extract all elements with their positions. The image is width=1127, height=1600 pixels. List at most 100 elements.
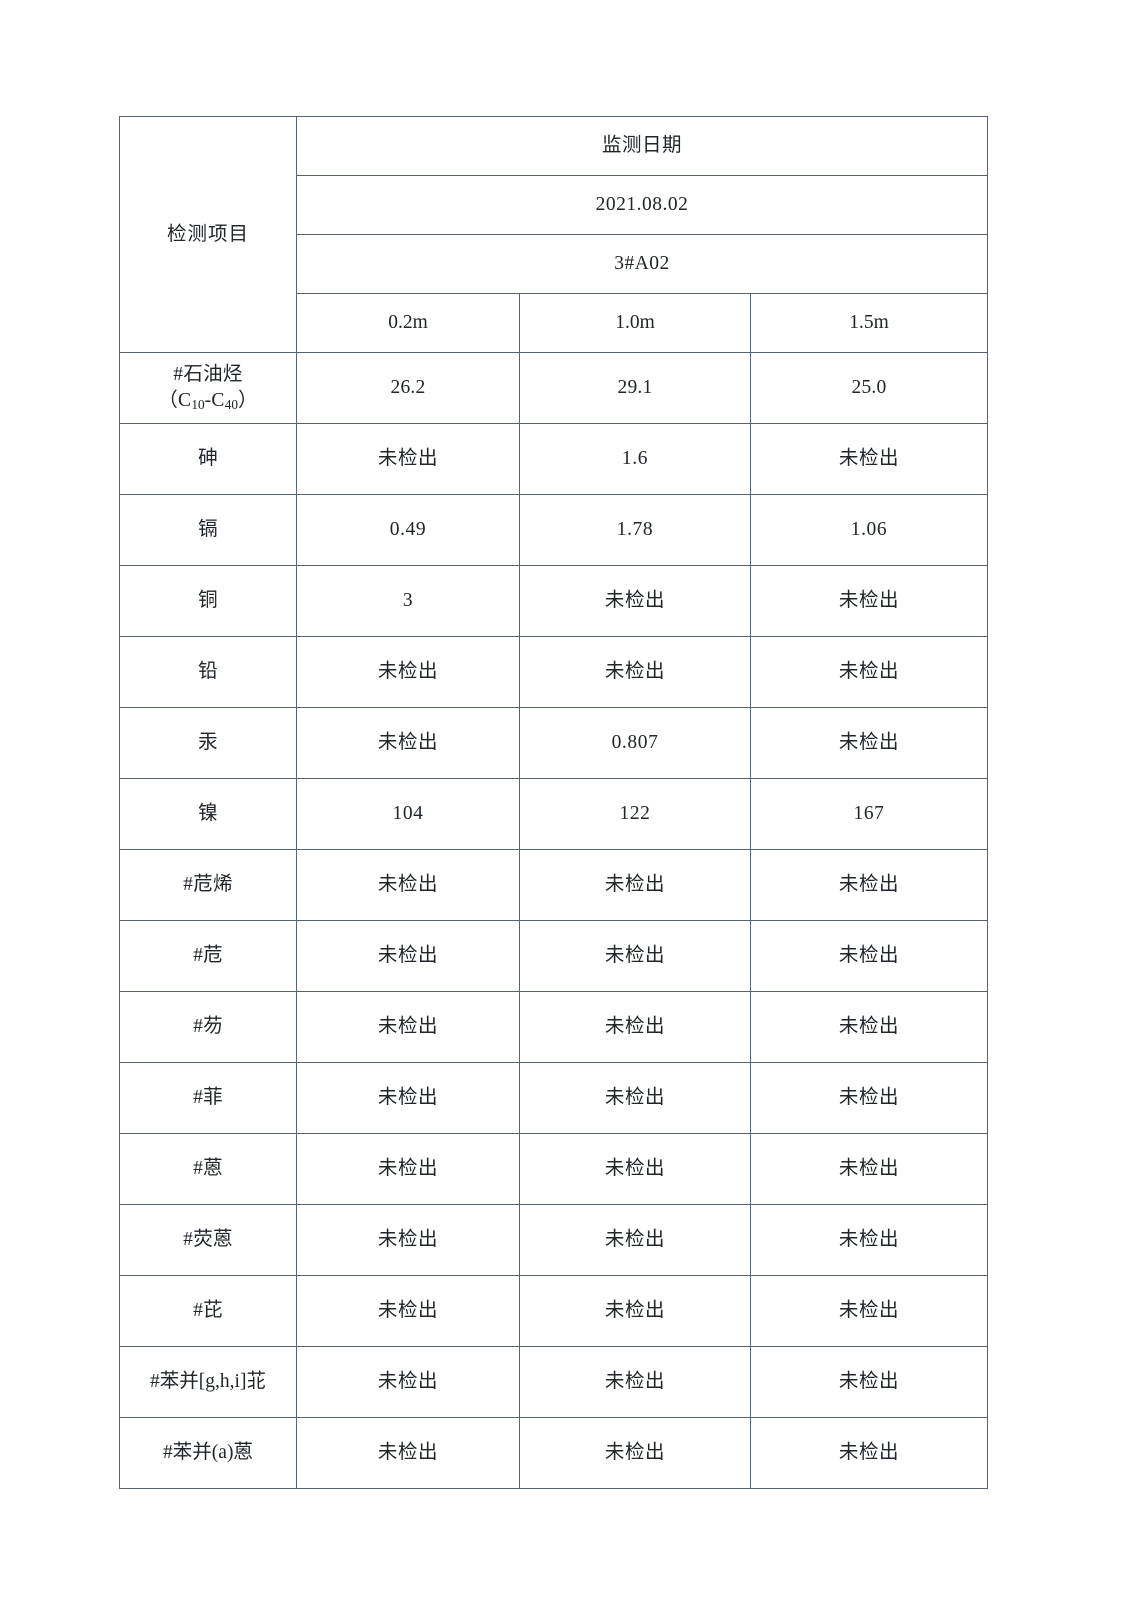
row-label-cadmium: 镉 — [119, 494, 297, 566]
header-cell-depth-0: 0.2m — [296, 293, 520, 353]
header-cell-depth-1: 1.0m — [519, 293, 751, 353]
table-cell-value: 未检出 — [519, 1133, 751, 1205]
table-cell-value: 未检出 — [750, 565, 988, 637]
row-label-lead: 铅 — [119, 636, 297, 708]
detection-results-table: 检测项目 监测日期 2021.08.02 3#A02 0.2m 1.0m 1.5… — [119, 116, 988, 1489]
row-label-nickel: 镍 — [119, 778, 297, 850]
row-label-subscript-2: 40 — [224, 397, 238, 413]
table-cell-value: 未检出 — [519, 565, 751, 637]
row-label-formula-prefix: （C — [158, 390, 192, 412]
row-label-subscript-1: 10 — [191, 397, 205, 413]
row-label-line2: （C10-C40） — [124, 387, 292, 415]
table-cell-value: 未检出 — [296, 849, 520, 921]
table-cell-value: 0.49 — [296, 494, 520, 566]
row-label-phenanthrene: #菲 — [119, 1062, 297, 1134]
table-cell-value: 未检出 — [296, 991, 520, 1063]
row-label-line1: #石油烃 — [173, 363, 243, 385]
table-cell-value: 未检出 — [750, 1417, 988, 1489]
header-cell-depth-2: 1.5m — [750, 293, 988, 353]
table-row: #芴 未检出 未检出 未检出 — [119, 991, 988, 1063]
row-label-formula-mid: -C — [204, 390, 225, 412]
table-cell-value: 未检出 — [296, 1417, 520, 1489]
table-header-row-date-label: 检测项目 监测日期 — [119, 116, 988, 353]
table-cell-value: 未检出 — [296, 920, 520, 992]
table-cell-value: 未检出 — [750, 1346, 988, 1418]
header-cell-sample-point: 3#A02 — [296, 234, 988, 294]
row-label-anthracene: #蒽 — [119, 1133, 297, 1205]
row-label-benzo-a-anthracene: #苯并(a)蒽 — [119, 1417, 297, 1489]
table-cell-value: 26.2 — [296, 352, 520, 424]
table-cell-value: 未检出 — [750, 1275, 988, 1347]
table-cell-value: 未检出 — [750, 920, 988, 992]
table-header-row-date-value: 2021.08.02 — [120, 175, 988, 235]
table-cell-value: 未检出 — [519, 849, 751, 921]
table-cell-value: 未检出 — [296, 423, 520, 495]
table-cell-value: 29.1 — [519, 352, 751, 424]
table-cell-value: 25.0 — [750, 352, 988, 424]
table-cell-value: 未检出 — [519, 991, 751, 1063]
table-cell-value: 167 — [750, 778, 988, 850]
row-label-copper: 铜 — [119, 565, 297, 637]
table-cell-value: 未检出 — [750, 1062, 988, 1134]
table-cell-value: 未检出 — [296, 636, 520, 708]
table-row: 镉 0.49 1.78 1.06 — [119, 494, 988, 566]
table-cell-value: 104 — [296, 778, 520, 850]
table-cell-value: 未检出 — [519, 1062, 751, 1134]
row-label-pyrene: #芘 — [119, 1275, 297, 1347]
table-cell-value: 未检出 — [750, 636, 988, 708]
table-cell-value: 3 — [296, 565, 520, 637]
table-cell-value: 未检出 — [519, 1346, 751, 1418]
table-cell-value: 未检出 — [750, 1133, 988, 1205]
table-cell-value: 1.78 — [519, 494, 751, 566]
table-row: #苊 未检出 未检出 未检出 — [119, 920, 988, 992]
table-cell-value: 未检出 — [296, 707, 520, 779]
row-label-petroleum-hydrocarbon: #石油烃 （C10-C40） — [119, 352, 297, 424]
table-row: 镍 104 122 167 — [119, 778, 988, 850]
table-cell-value: 1.06 — [750, 494, 988, 566]
table-row: #菲 未检出 未检出 未检出 — [119, 1062, 988, 1134]
header-cell-monitor-date-label: 监测日期 — [296, 116, 988, 176]
table-cell-value: 1.6 — [519, 423, 751, 495]
table-cell-value: 未检出 — [750, 707, 988, 779]
table-cell-value: 未检出 — [296, 1204, 520, 1276]
table-row: #石油烃 （C10-C40） 26.2 29.1 25.0 — [119, 352, 988, 424]
row-label-acenaphthylene: #苊烯 — [119, 849, 297, 921]
table-row: #苊烯 未检出 未检出 未检出 — [119, 849, 988, 921]
table-row: 砷 未检出 1.6 未检出 — [119, 423, 988, 495]
row-label-benzo-ghi-perylene: #苯并[g,h,i]苝 — [119, 1346, 297, 1418]
row-label-arsenic: 砷 — [119, 423, 297, 495]
table-cell-value: 未检出 — [519, 920, 751, 992]
table-row: 汞 未检出 0.807 未检出 — [119, 707, 988, 779]
row-label-fluorene: #芴 — [119, 991, 297, 1063]
header-cell-item: 检测项目 — [119, 116, 297, 353]
table-cell-value: 未检出 — [296, 1062, 520, 1134]
table-header-row-depths: 0.2m 1.0m 1.5m — [120, 293, 988, 353]
table-cell-value: 122 — [519, 778, 751, 850]
table-cell-value: 未检出 — [750, 991, 988, 1063]
table-cell-value: 未检出 — [519, 1204, 751, 1276]
table-header-row-sample-point: 3#A02 — [120, 234, 988, 294]
table-row: 铜 3 未检出 未检出 — [119, 565, 988, 637]
table-row: #苯并[g,h,i]苝 未检出 未检出 未检出 — [119, 1346, 988, 1418]
row-label-acenaphthene: #苊 — [119, 920, 297, 992]
row-label-fluoranthene: #荧蒽 — [119, 1204, 297, 1276]
table-cell-value: 未检出 — [519, 1275, 751, 1347]
table-row: #荧蒽 未检出 未检出 未检出 — [119, 1204, 988, 1276]
table-row: #苯并(a)蒽 未检出 未检出 未检出 — [119, 1417, 988, 1489]
table-cell-value: 未检出 — [296, 1346, 520, 1418]
table-row: #芘 未检出 未检出 未检出 — [119, 1275, 988, 1347]
table-cell-value: 未检出 — [750, 849, 988, 921]
table-cell-value: 未检出 — [519, 636, 751, 708]
table-cell-value: 未检出 — [750, 423, 988, 495]
table-cell-value: 未检出 — [296, 1133, 520, 1205]
table-row: 铅 未检出 未检出 未检出 — [119, 636, 988, 708]
header-cell-monitor-date-value: 2021.08.02 — [296, 175, 988, 235]
table-row: #蒽 未检出 未检出 未检出 — [119, 1133, 988, 1205]
table-cell-value: 未检出 — [296, 1275, 520, 1347]
row-label-mercury: 汞 — [119, 707, 297, 779]
row-label-formula-suffix: ） — [237, 390, 258, 412]
table-cell-value: 未检出 — [519, 1417, 751, 1489]
table-cell-value: 未检出 — [750, 1204, 988, 1276]
table-cell-value: 0.807 — [519, 707, 751, 779]
